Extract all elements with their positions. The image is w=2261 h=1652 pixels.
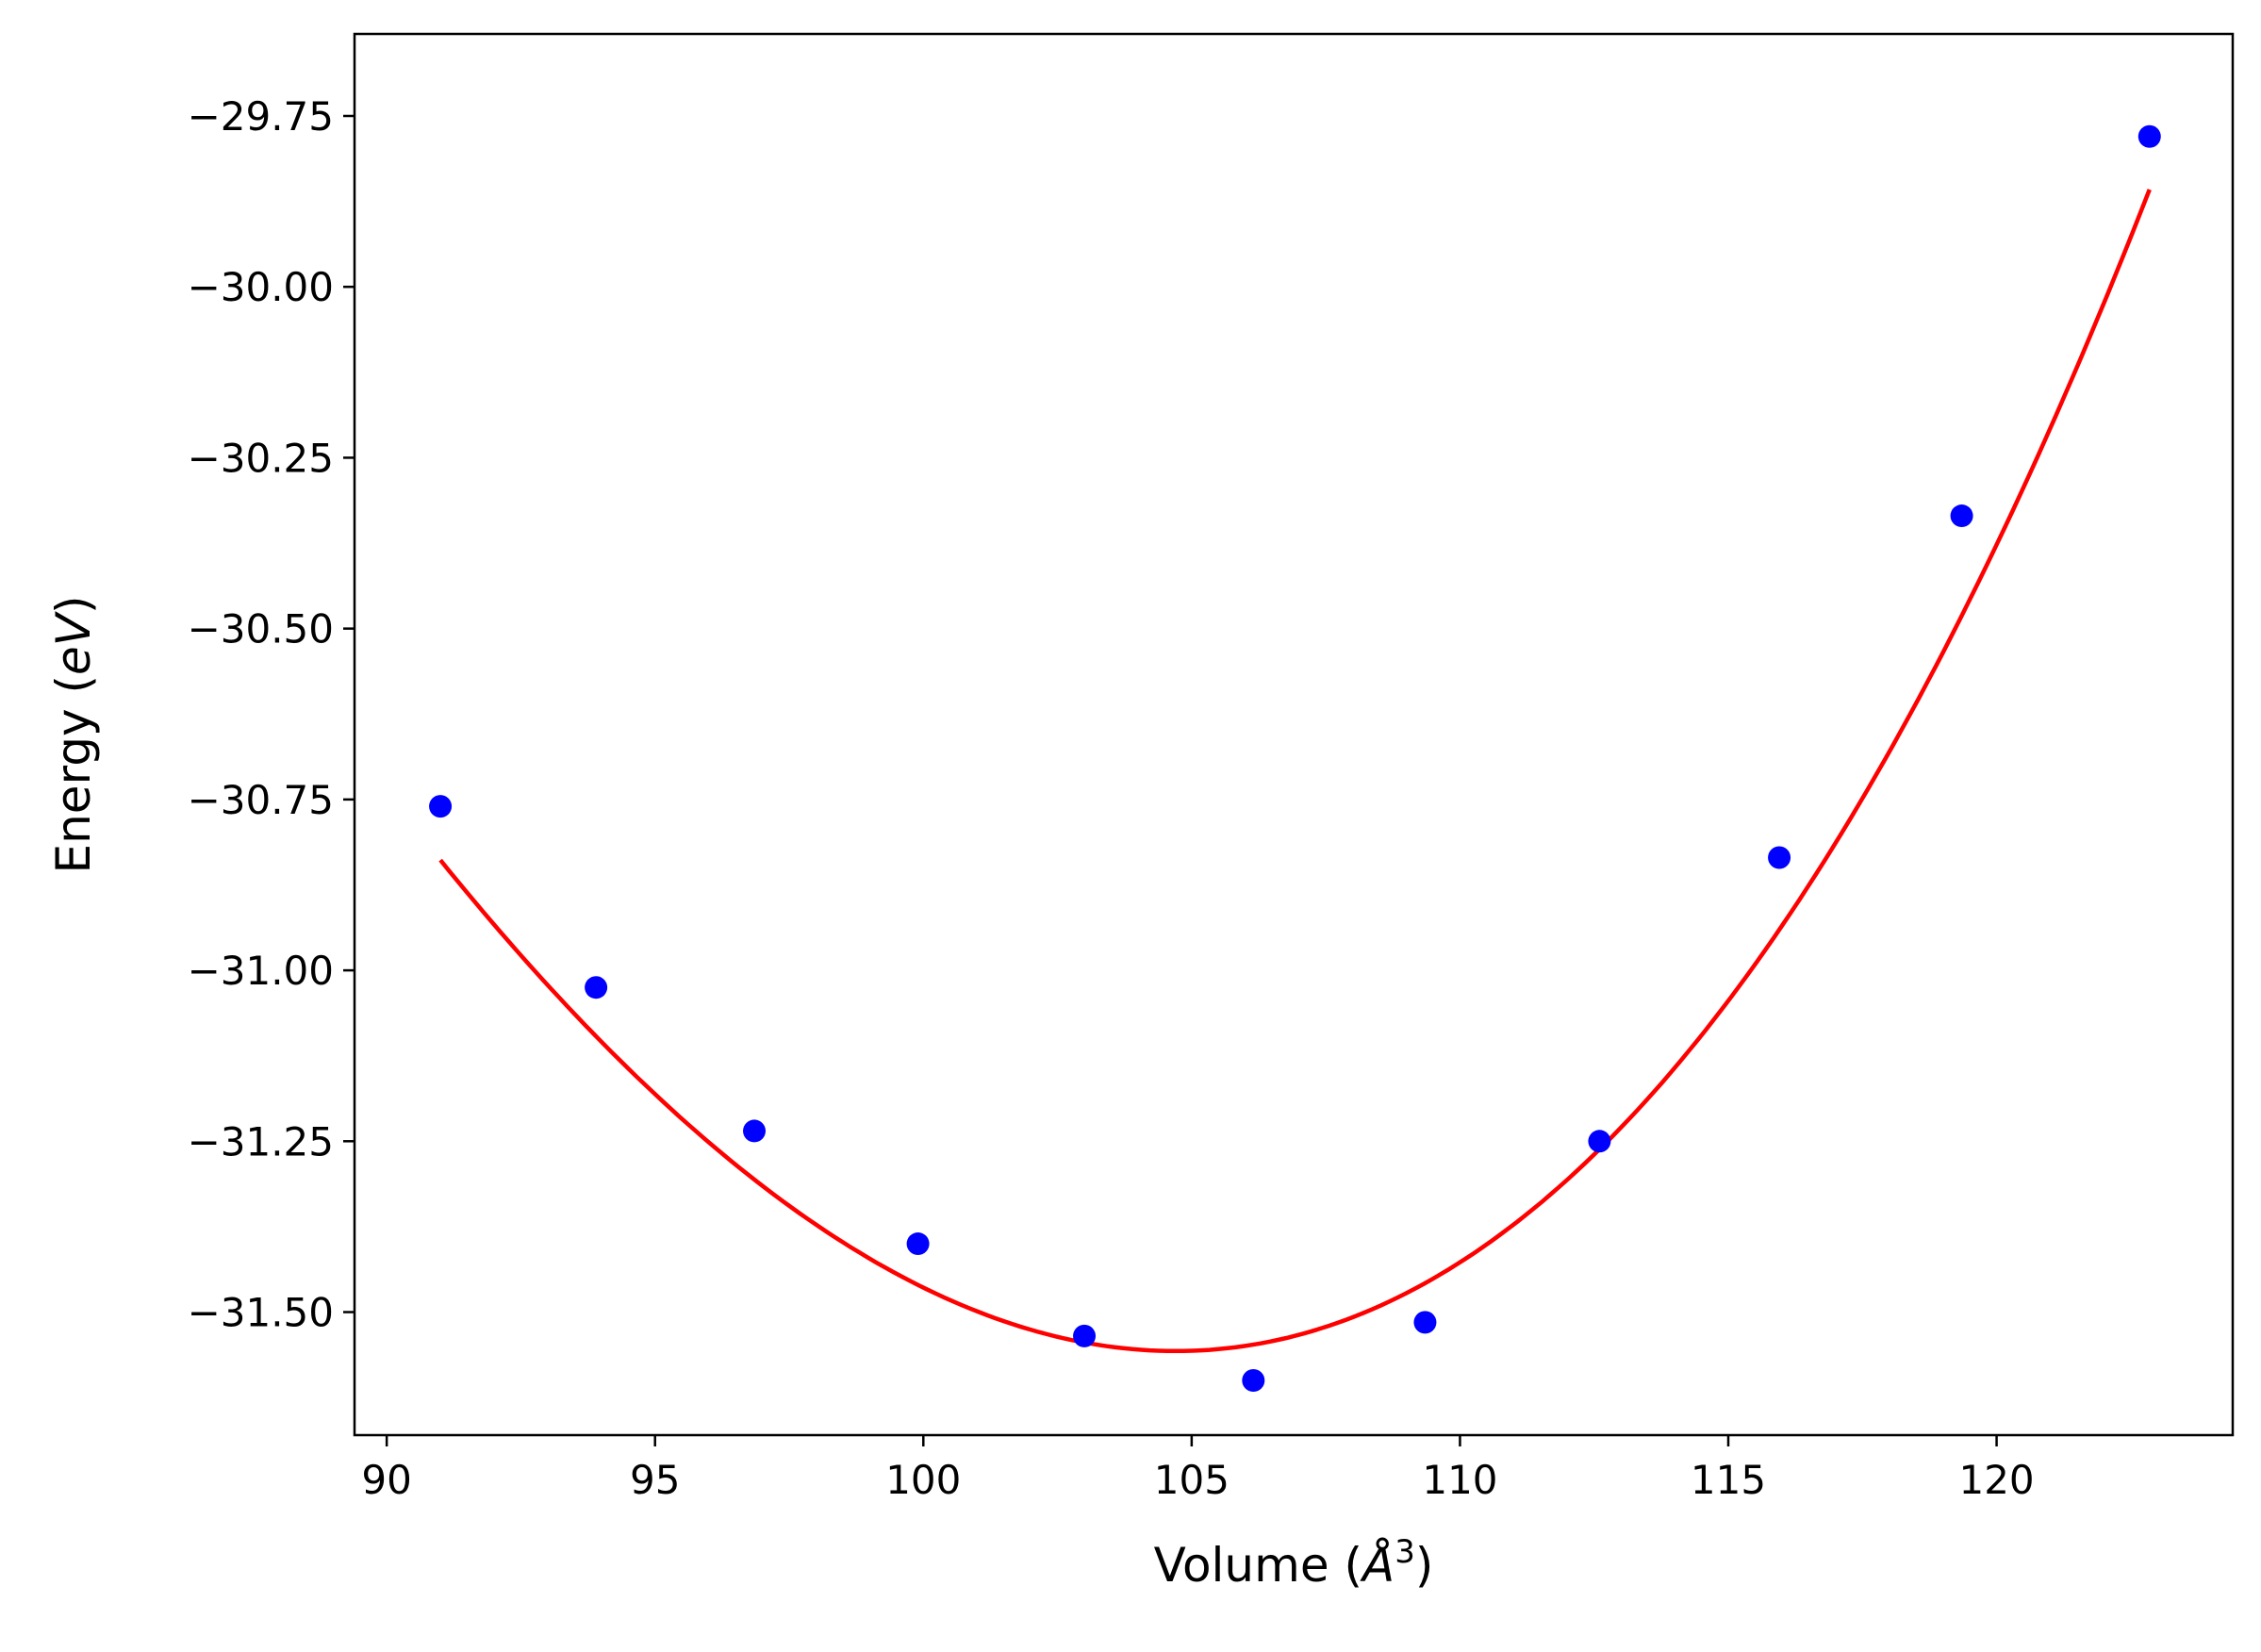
x-axis-label-prefix: Volume ( [1154, 1538, 1362, 1593]
y-axis-label: Energy (eV) [46, 596, 101, 874]
data-point [1242, 1369, 1265, 1393]
y-axis-ticks: −29.75 −30.00 −30.25 −30.50 −30.75 −31.00 −31.… [188, 93, 355, 1336]
data-point [429, 795, 453, 818]
fit-curve [438, 189, 2152, 1354]
data-point [1768, 846, 1791, 869]
x-axis-label-suffix: ) [1415, 1538, 1434, 1593]
data-point [585, 976, 608, 999]
x-tick-label: 95 [630, 1457, 680, 1503]
data-point [1413, 1311, 1437, 1334]
data-point [1588, 1130, 1611, 1153]
data-point [743, 1119, 767, 1143]
y-tick-label: −29.75 [188, 93, 334, 140]
x-tick-label: 115 [1691, 1457, 1766, 1503]
x-axis-ticks: 90 95 100 105 110 115 120 [361, 1435, 2035, 1503]
y-tick-label: −30.75 [188, 777, 334, 823]
y-axis-label-prefix: Energy ( [46, 675, 101, 873]
y-tick-label: −31.50 [188, 1290, 334, 1336]
y-tick-label: −31.25 [188, 1118, 334, 1165]
data-point [906, 1232, 930, 1256]
data-point [1073, 1324, 1097, 1347]
x-tick-label: 120 [1958, 1457, 2034, 1503]
x-tick-label: 110 [1422, 1457, 1497, 1503]
plot-layer [429, 124, 2161, 1393]
axes-frame [353, 32, 2235, 1437]
x-axis-label-symbol: Å [1360, 1538, 1395, 1593]
x-tick-label: 100 [885, 1457, 961, 1503]
y-axis-label-suffix: ) [46, 596, 101, 615]
data-point [1950, 504, 1973, 528]
data-point [2137, 124, 2161, 148]
y-tick-label: −30.50 [188, 606, 334, 653]
x-tick-label: 105 [1154, 1457, 1230, 1503]
x-tick-label: 90 [361, 1457, 411, 1503]
y-tick-label: −30.00 [188, 264, 334, 310]
x-axis-label: Volume (Å3) [1154, 1533, 1434, 1593]
y-tick-label: −31.00 [188, 948, 334, 994]
x-axis-label-exponent: 3 [1395, 1533, 1415, 1571]
y-tick-label: −30.25 [188, 435, 334, 481]
y-axis-label-italic: eV [46, 610, 101, 675]
